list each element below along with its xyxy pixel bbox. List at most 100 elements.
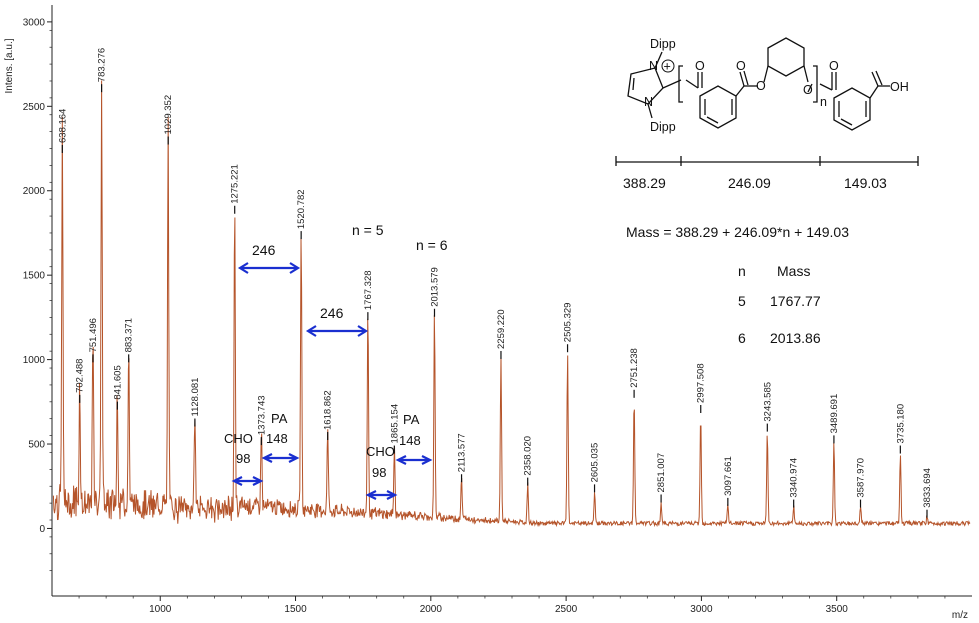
peak-label: 2851.007 bbox=[656, 453, 667, 493]
peak-marker: 1618.862 bbox=[323, 390, 334, 441]
peak-label: 2259.220 bbox=[496, 309, 507, 349]
peak-label: 751.496 bbox=[88, 318, 99, 352]
pa-label-2-top: PA bbox=[403, 412, 420, 427]
peak-marker: 3489.691 bbox=[829, 394, 840, 444]
pa-label-1-top: PA bbox=[271, 411, 288, 426]
peak-marker: 638.164 bbox=[57, 109, 68, 153]
n-bottom: N bbox=[644, 95, 653, 109]
peak-label: 1618.862 bbox=[323, 390, 334, 430]
table-header-mass: Mass bbox=[777, 263, 810, 279]
peak-marker: 3735.180 bbox=[895, 404, 906, 454]
peak-marker: 1520.782 bbox=[296, 189, 307, 240]
cho-label-2-top: CHO bbox=[366, 444, 395, 459]
peak-label: 3097.661 bbox=[723, 456, 734, 496]
peak-label: 1520.782 bbox=[296, 189, 307, 229]
peak-marker: 2851.007 bbox=[656, 453, 667, 503]
benzene-ring-2 bbox=[833, 87, 871, 131]
arrow-cho-a bbox=[231, 476, 264, 486]
peak-marker: 751.496 bbox=[88, 318, 99, 363]
mass-formula: Mass = 388.29 + 246.09*n + 149.03 bbox=[626, 224, 849, 240]
cho-label-1-bottom: 98 bbox=[236, 451, 250, 466]
arrow-pa-a bbox=[261, 453, 300, 463]
o-label-3: O bbox=[756, 79, 766, 93]
left-bracket bbox=[678, 65, 683, 103]
peak-marker: 2997.508 bbox=[696, 363, 707, 414]
peak-label: 1373.743 bbox=[256, 395, 267, 435]
peak-marker: 1128.081 bbox=[190, 378, 201, 427]
peak-marker: 1373.743 bbox=[256, 395, 267, 446]
pa-label-1-bottom: 148 bbox=[266, 431, 288, 446]
peak-marker: 1275.221 bbox=[230, 164, 241, 214]
peak-marker: 3587.970 bbox=[856, 458, 867, 508]
peak-label: 3735.180 bbox=[895, 404, 906, 444]
y-axis-label: Intens. [a.u.] bbox=[4, 38, 15, 93]
spacing-annotations bbox=[231, 262, 433, 500]
segment-mass-2: 246.09 bbox=[728, 175, 771, 191]
x-axis-label: m/z bbox=[952, 610, 968, 621]
subscript-n: n bbox=[820, 95, 827, 109]
peak-label: 1029.352 bbox=[163, 95, 174, 135]
y-tick-label: 1000 bbox=[23, 355, 46, 366]
arrow-pa-b bbox=[395, 455, 433, 465]
table-row-2-n: 6 bbox=[738, 330, 746, 346]
peak-label: 3340.974 bbox=[789, 458, 800, 498]
o-label-2: O bbox=[736, 59, 746, 73]
o-label-1: O bbox=[695, 59, 705, 73]
plus-charge: + bbox=[664, 60, 671, 74]
y-tick-label: 3000 bbox=[23, 17, 46, 28]
y-ticks: 0 500 1000 1500 2000 2500 3000 bbox=[23, 17, 52, 572]
peak-label: 1767.328 bbox=[363, 270, 374, 310]
chemical-structure bbox=[615, 37, 919, 166]
peak-marker: 2013.579 bbox=[430, 267, 441, 317]
peak-marker: 841.605 bbox=[112, 365, 123, 410]
peak-marker: 2605.035 bbox=[590, 443, 601, 493]
peak-label: 3243.585 bbox=[762, 382, 773, 422]
right-bracket bbox=[813, 65, 818, 103]
peak-marker: 2259.220 bbox=[496, 309, 507, 359]
peak-label: 783.276 bbox=[97, 48, 108, 82]
peak-label: 2013.579 bbox=[430, 267, 441, 307]
x-tick-label: 3500 bbox=[826, 604, 849, 615]
o-label-4: O bbox=[803, 83, 813, 97]
n5-label: n = 5 bbox=[352, 222, 384, 238]
peak-label: 1865.154 bbox=[389, 404, 400, 444]
peak-label: 702.488 bbox=[75, 359, 86, 393]
peak-label: 2358.020 bbox=[523, 436, 534, 476]
peak-label: 2113.577 bbox=[457, 433, 468, 472]
peak-marker: 3340.974 bbox=[789, 458, 800, 508]
peak-marker: 2358.020 bbox=[523, 436, 534, 486]
plus-charge-circle bbox=[661, 59, 675, 73]
peak-marker: 2751.238 bbox=[629, 348, 640, 398]
peak-marker: 3097.661 bbox=[723, 456, 734, 506]
peak-label: 3489.691 bbox=[829, 394, 840, 434]
peak-marker: 1767.328 bbox=[363, 270, 374, 321]
peak-marker: 783.276 bbox=[97, 48, 108, 93]
y-tick-label: 2000 bbox=[23, 186, 46, 197]
x-tick-label: 3000 bbox=[690, 604, 713, 615]
table-row-1-n: 5 bbox=[738, 293, 746, 309]
x-tick-label: 1000 bbox=[149, 604, 172, 615]
cyclohexane-ring bbox=[767, 37, 805, 77]
peak-marker: 3833.694 bbox=[922, 468, 933, 518]
cho-label-1-top: CHO bbox=[224, 431, 253, 446]
y-tick-label: 500 bbox=[28, 440, 45, 451]
gap-label-1: 246 bbox=[252, 242, 276, 258]
y-tick-label: 1500 bbox=[23, 271, 46, 282]
benzene-ring-1 bbox=[699, 85, 737, 129]
o-label-5: O bbox=[829, 59, 839, 73]
peak-label: 638.164 bbox=[57, 109, 68, 143]
peak-marker: 3243.585 bbox=[762, 382, 773, 432]
x-tick-label: 2500 bbox=[555, 604, 578, 615]
peak-label: 1128.081 bbox=[190, 378, 201, 417]
pa-label-2-bottom: 148 bbox=[399, 433, 421, 448]
x-tick-label: 2000 bbox=[420, 604, 443, 615]
segment-mass-3: 149.03 bbox=[844, 175, 887, 191]
table-row-1-mass: 1767.77 bbox=[770, 293, 821, 309]
peak-marker: 883.371 bbox=[124, 318, 135, 363]
arrow-246-a bbox=[237, 262, 301, 274]
imidazolium-ring bbox=[627, 67, 664, 105]
table-header-n: n bbox=[738, 263, 746, 279]
peak-label: 3833.694 bbox=[922, 468, 933, 508]
